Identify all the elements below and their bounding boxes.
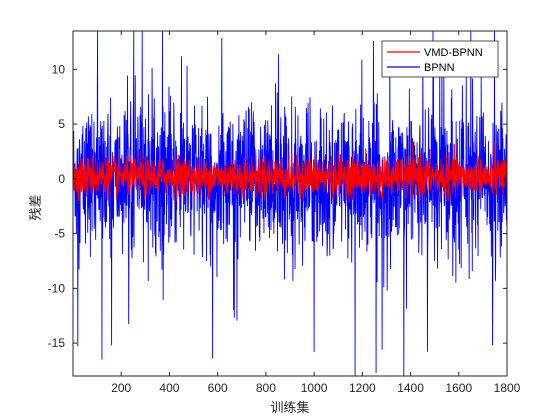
x-tick-label: 1200 bbox=[349, 381, 376, 395]
x-tick-label: 1400 bbox=[397, 381, 424, 395]
series-layer bbox=[73, 31, 507, 376]
x-tick-label: 600 bbox=[208, 381, 228, 395]
x-axis-label: 训练集 bbox=[270, 400, 309, 416]
legend-label-bpnn: BPNN bbox=[424, 62, 455, 74]
x-tick-label: 400 bbox=[159, 381, 179, 395]
y-tick-label: -15 bbox=[48, 336, 66, 350]
plot-frame bbox=[72, 30, 508, 377]
legend-box bbox=[381, 40, 499, 78]
x-tick-label: 1600 bbox=[445, 381, 472, 395]
y-tick-label: -10 bbox=[48, 281, 66, 295]
legend-label-vmd-bpnn: VMD-BPNN bbox=[424, 47, 483, 59]
x-tick-label: 1800 bbox=[494, 381, 521, 395]
y-tick-label: 0 bbox=[58, 172, 65, 186]
y-tick-label: 5 bbox=[58, 117, 65, 131]
y-axis-label: 残差 bbox=[29, 194, 44, 220]
x-tick-label: 800 bbox=[256, 381, 276, 395]
legend: VMD-BPNN BPNN bbox=[381, 40, 499, 78]
axis-layer: 200 400 600 800 1000 1200 1400 1600 1800 10 5 0 -5 -1… bbox=[48, 31, 521, 395]
x-tick-label: 1000 bbox=[301, 381, 328, 395]
y-tick-label: 10 bbox=[52, 62, 66, 76]
y-tick-label: -5 bbox=[54, 227, 65, 241]
x-tick-label: 200 bbox=[111, 381, 131, 395]
series-line-vmd-bpnn bbox=[73, 141, 507, 201]
series-line-bpnn bbox=[73, 31, 507, 376]
